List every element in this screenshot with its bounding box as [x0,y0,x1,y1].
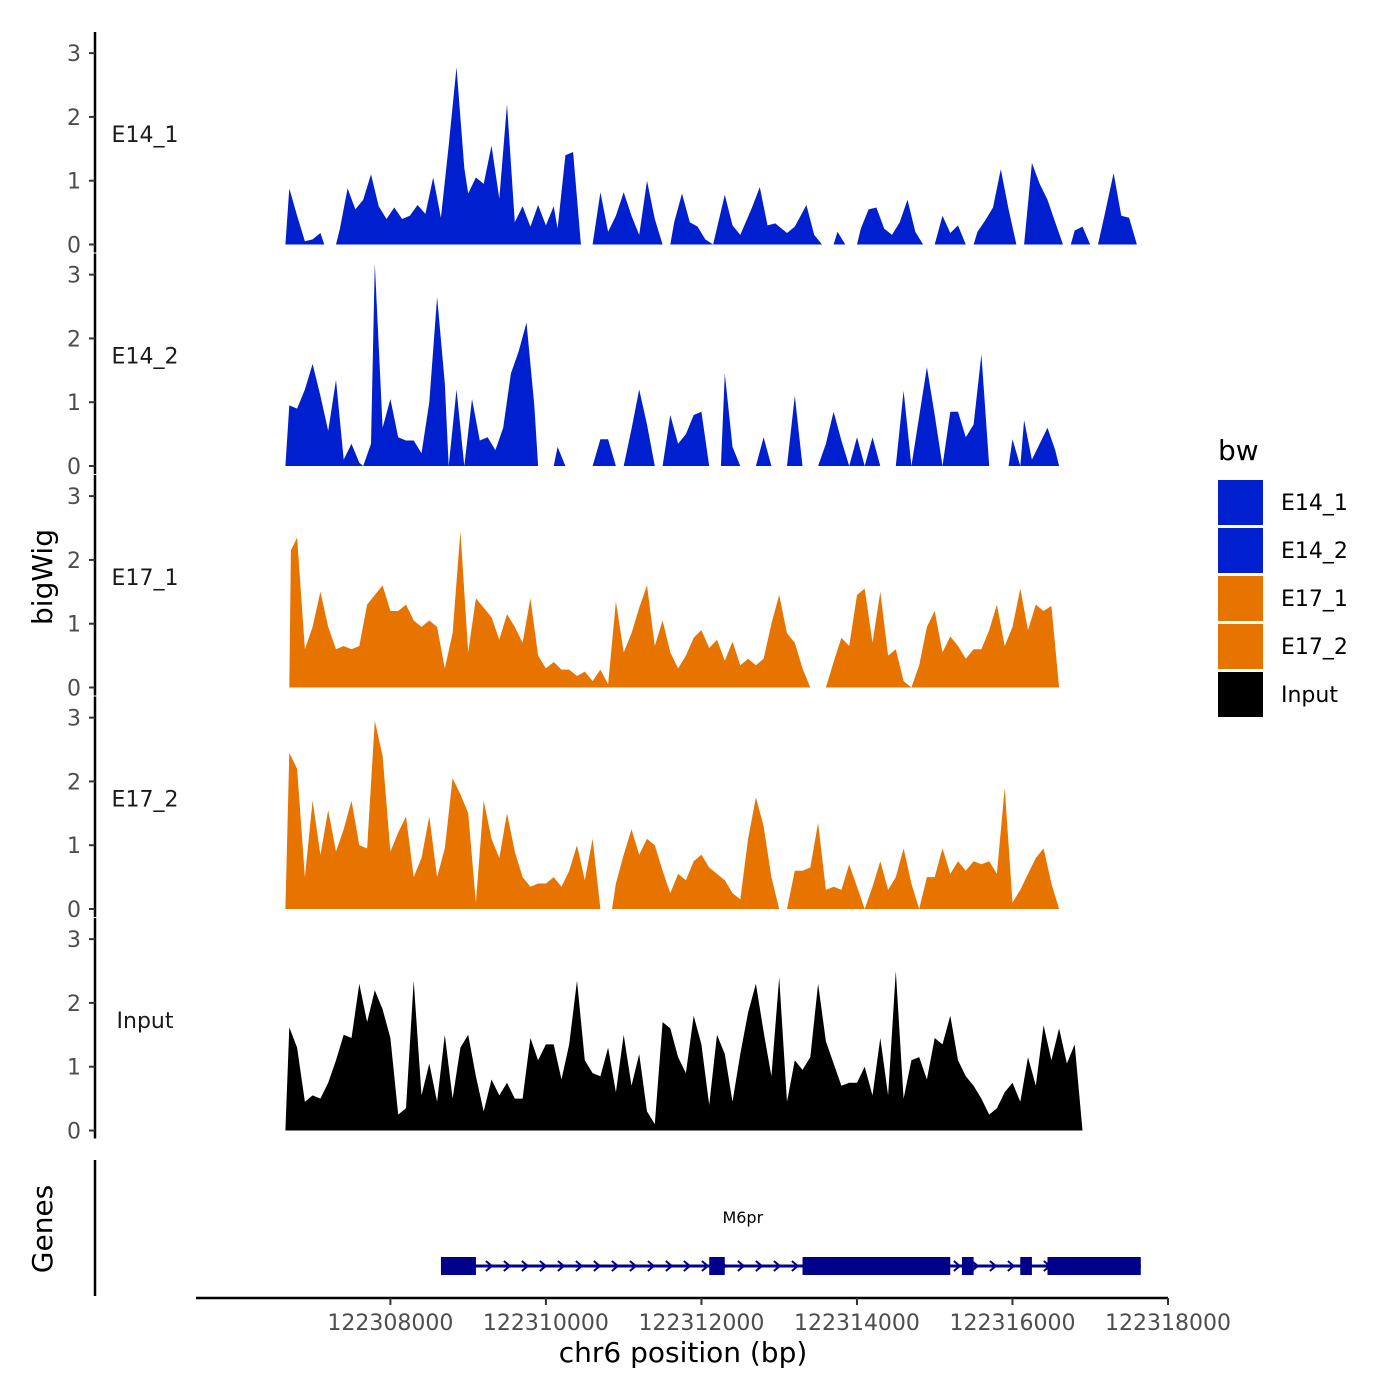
area-e17-1 [289,531,1060,688]
y-tick-label-3: 3 [67,42,81,67]
x-axis: 122308000 122310000 122312000 122314000 1223… [196,1296,1231,1336]
y-tick-label-2: 2 [67,549,81,574]
y-tick-label-3: 3 [67,264,81,289]
legend-label-e14-1: E14_1 [1281,491,1348,516]
area-input [285,971,1083,1131]
gene-exon-3 [802,1257,951,1275]
track-e14-2: 0 1 2 3 E14_2 [67,253,1060,480]
legend-swatch-e17-1 [1218,576,1263,621]
strand-arrow [683,1260,692,1272]
strand-arrow [773,1260,782,1272]
track-input: 0 1 2 3 Input [67,918,1083,1145]
strand-arrow [701,1260,710,1272]
strand-arrow [1007,1260,1016,1272]
x-tick-label-122318000: 122318000 [1105,1311,1231,1336]
strand-arrow [521,1260,530,1272]
x-tick-label-122312000: 122312000 [638,1311,764,1336]
gene-exon-4 [961,1257,974,1275]
y-axis-title: bigWig [26,529,59,625]
y-tick-label-3: 3 [67,485,81,510]
legend-swatch-input [1218,672,1263,717]
strand-arrow [755,1260,764,1272]
y-tick-label-0: 0 [67,677,81,702]
strand-arrow [647,1260,656,1272]
y-tick-label-1: 1 [67,391,81,416]
track-e17-1: 0 1 2 3 E17_1 [67,475,1060,702]
area-e17-2 [285,720,1060,909]
y-tick-label-3: 3 [67,707,81,732]
x-axis-title: chr6 position (bp) [559,1336,808,1369]
track-label-e17-2: E17_2 [112,788,179,813]
strand-arrow [989,1260,998,1272]
y-tick-label-1: 1 [67,613,81,638]
strand-arrow [539,1260,548,1272]
track-e17-2: 0 1 2 3 E17_2 [67,696,1060,923]
x-tick-label-122308000: 122308000 [327,1311,453,1336]
track-label-input: Input [117,1009,174,1034]
y-tick-label-2: 2 [67,327,81,352]
legend-swatch-e14-2 [1218,528,1263,573]
strand-arrow [611,1260,620,1272]
strand-arrow [791,1260,800,1272]
strand-arrow [485,1260,494,1272]
area-e14-1 [285,67,1137,245]
strand-arrow [737,1260,746,1272]
y-tick-label-0: 0 [67,455,81,480]
y-tick-label-1: 1 [67,1056,81,1081]
y-tick-label-0: 0 [67,1120,81,1145]
legend-label-e14-2: E14_2 [1281,539,1348,564]
legend-label-input: Input [1281,683,1338,708]
area-e14-2 [285,263,1060,466]
gene-exon-2 [709,1257,725,1275]
genes-axis-title: Genes [26,1185,59,1273]
gene-label: M6pr [722,1208,763,1227]
strand-arrow [665,1260,674,1272]
y-tick-label-1: 1 [67,834,81,859]
track-label-e17-1: E17_1 [112,566,179,591]
tracks-layer: 0 1 2 3 E14_1 0 1 2 3 E14_2 0 1 2 3 E17_1 0 1 2 3 E17_2 0 1 2 3… [67,32,1137,1145]
y-tick-label-2: 2 [67,992,81,1017]
legend-swatch-e14-1 [1218,480,1263,525]
legend-title: bw [1218,434,1259,467]
legend-label-e17-1: E17_1 [1281,587,1348,612]
x-tick-label-122314000: 122314000 [794,1311,920,1336]
strand-arrow [503,1260,512,1272]
strand-arrow [629,1260,638,1272]
legend: bw E14_1 E14_2 E17_1 E17_2 Input [1218,434,1348,717]
y-tick-label-0: 0 [67,234,81,259]
y-tick-label-1: 1 [67,170,81,195]
strand-arrow [575,1260,584,1272]
gene-track: M6pr [93,1160,1141,1296]
legend-label-e17-2: E17_2 [1281,635,1348,660]
legend-swatch-e17-2 [1218,624,1263,669]
strand-arrow [971,1260,980,1272]
x-tick-label-122316000: 122316000 [949,1311,1075,1336]
gene-exon-1 [440,1257,476,1275]
strand-arrow [557,1260,566,1272]
y-tick-label-2: 2 [67,770,81,795]
strand-arrow [953,1260,962,1272]
strand-arrow [593,1260,602,1272]
track-label-e14-2: E14_2 [112,345,179,370]
y-tick-label-2: 2 [67,106,81,131]
x-tick-label-122310000: 122310000 [483,1311,609,1336]
y-tick-label-3: 3 [67,928,81,953]
gene-exon-6 [1047,1257,1141,1275]
gene-exon-5 [1020,1257,1032,1275]
track-e14-1: 0 1 2 3 E14_1 [67,32,1137,259]
track-label-e14-1: E14_1 [112,123,179,148]
y-tick-label-0: 0 [67,898,81,923]
